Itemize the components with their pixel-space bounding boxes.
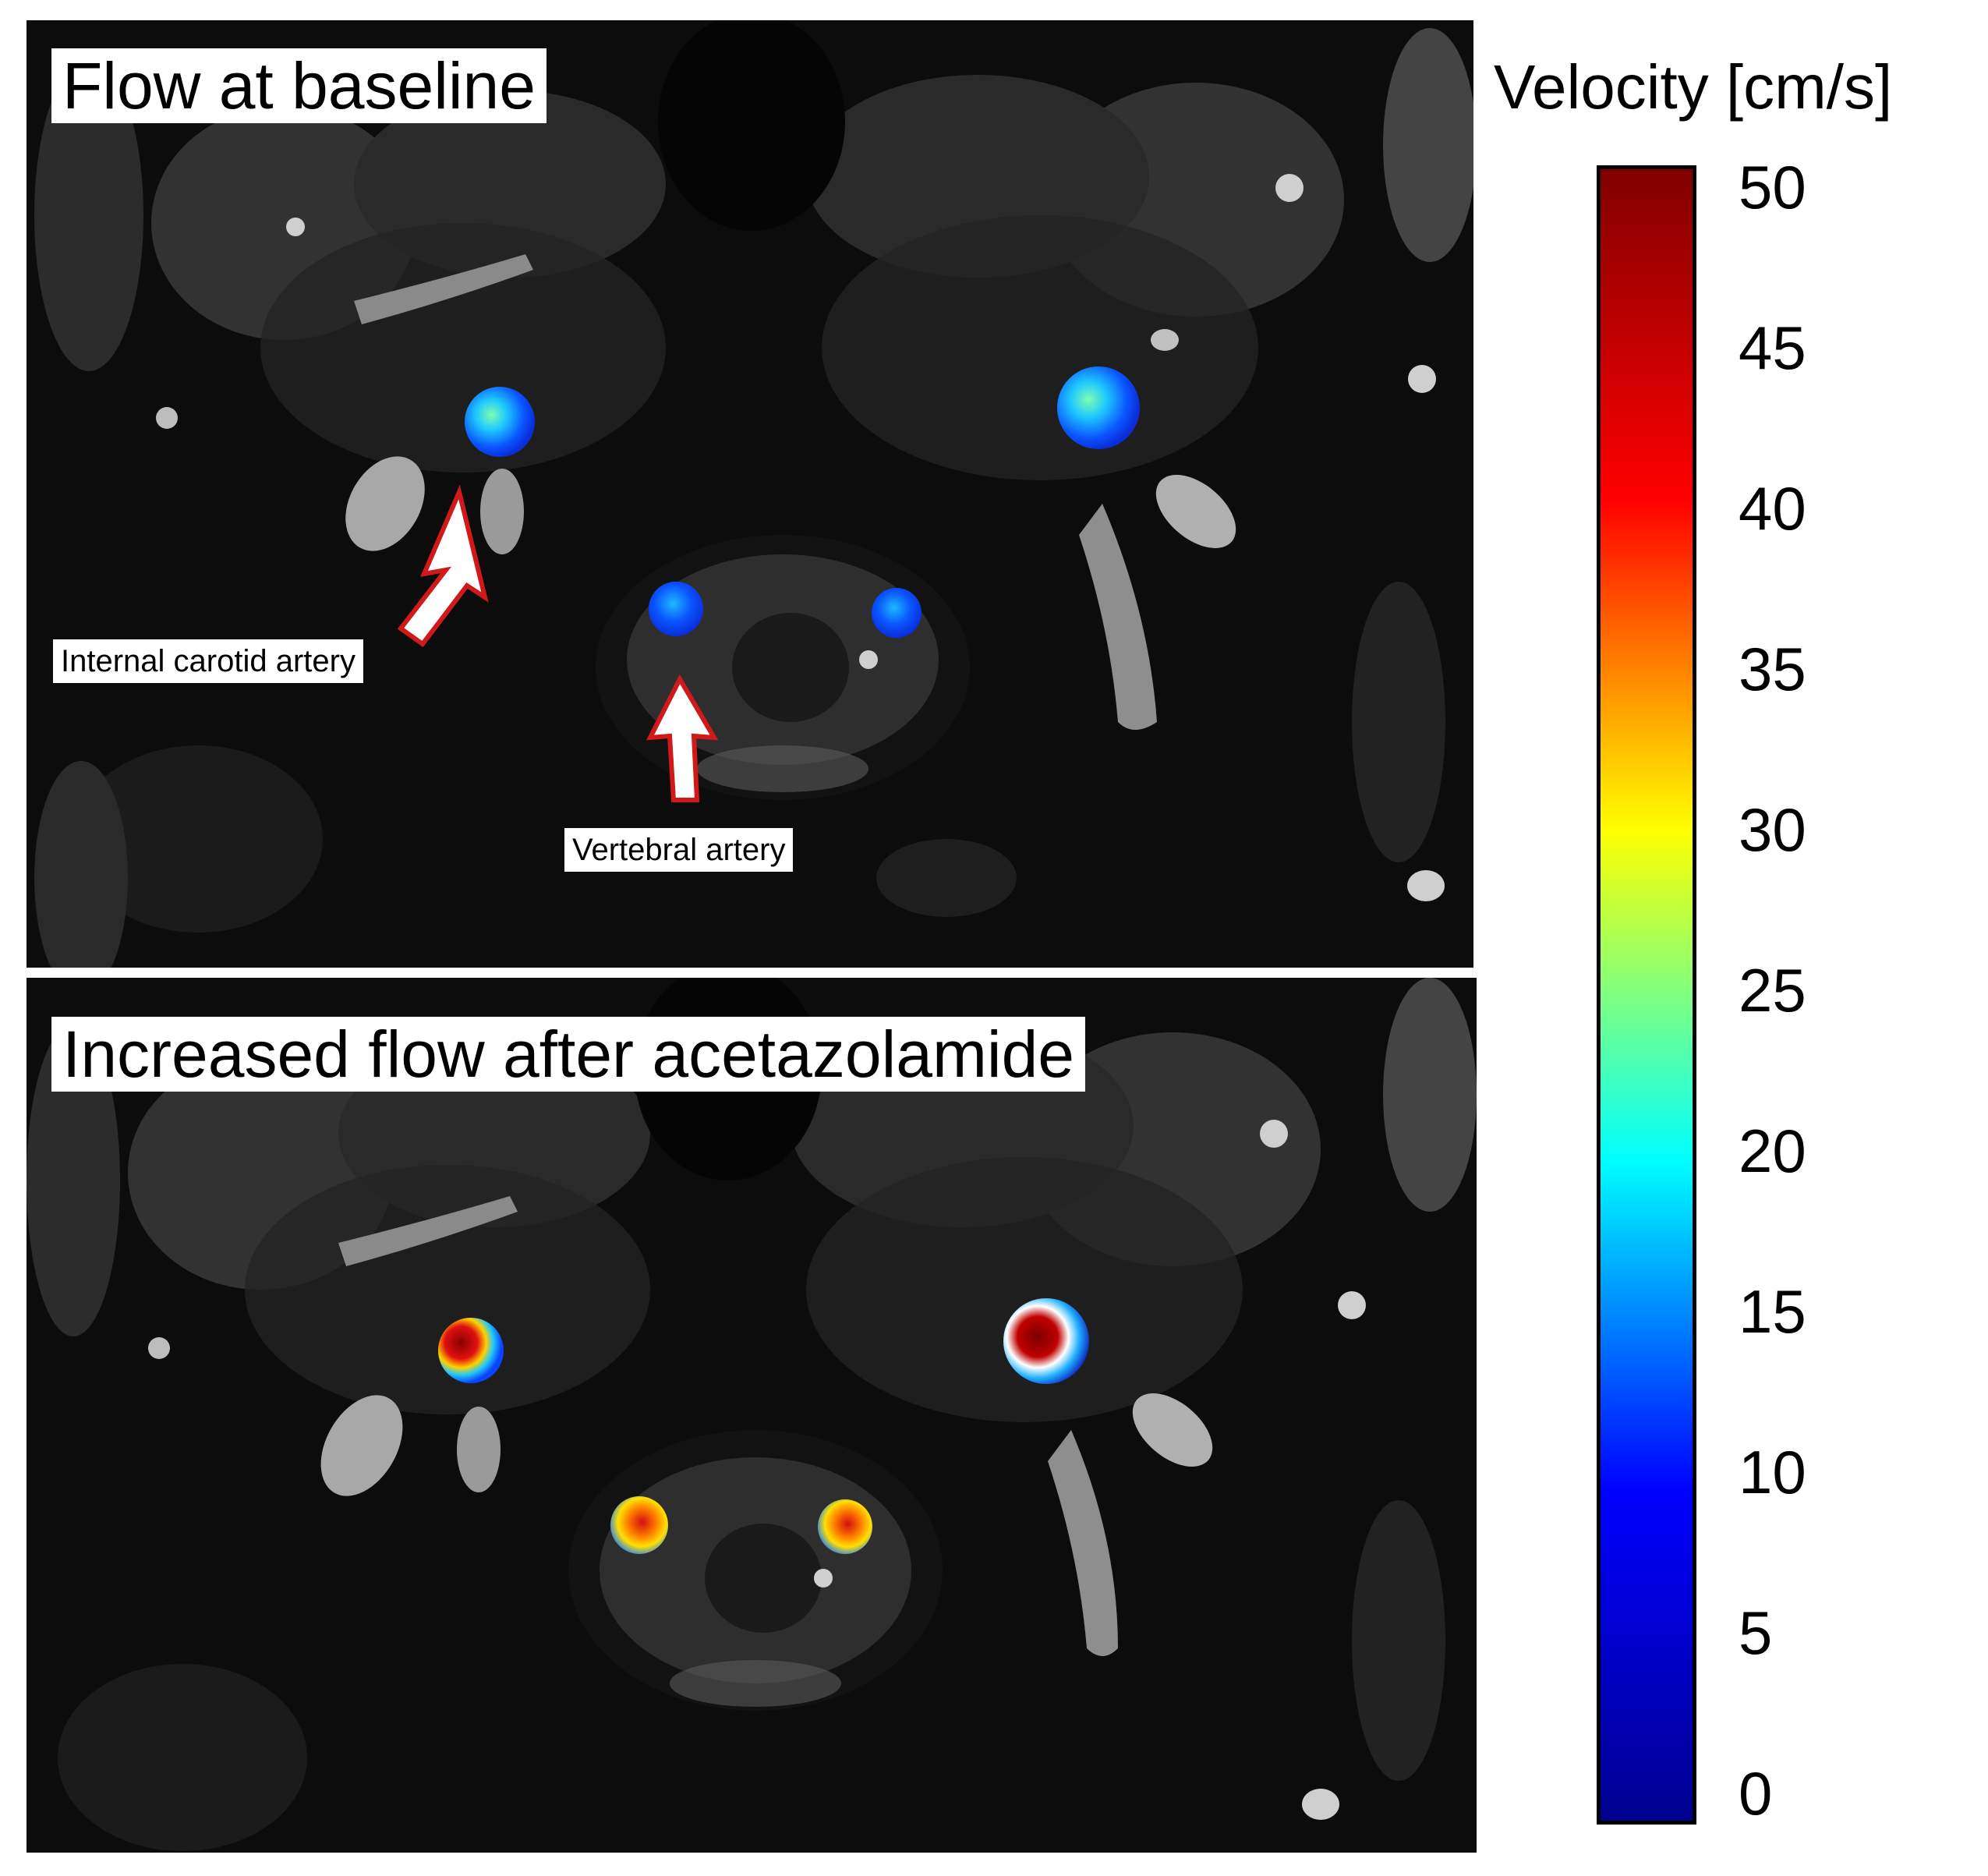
mri-tissue [27, 978, 1477, 1851]
flow-right-ica [1057, 366, 1140, 449]
panel-title-acetazolamide: Increased flow after acetazolamide [51, 1017, 1086, 1092]
colorbar-tick-25: 25 [1739, 956, 1806, 1025]
colorbar-tick-labels: 50 45 40 35 30 25 20 15 10 5 0 [1739, 0, 1894, 1876]
colorbar-tick-15: 15 [1739, 1277, 1806, 1346]
flow-overlay-baseline [465, 366, 1140, 638]
colorbar-tick-45: 45 [1739, 313, 1806, 382]
panel-title-baseline: Flow at baseline [51, 48, 547, 123]
colorbar-tick-40: 40 [1739, 474, 1806, 543]
label-vertebral-artery: Vertebral artery [564, 828, 794, 872]
mri-tissue [34, 20, 1473, 968]
flow-overlay-acetazolamide [438, 1298, 1089, 1554]
colorbar-tick-30: 30 [1739, 795, 1806, 864]
colorbar-title: Velocity [cm/s] [1494, 52, 1893, 122]
flow-left-ica [465, 387, 535, 457]
colorbar-tick-50: 50 [1739, 153, 1806, 221]
colorbar-gradient [1597, 165, 1696, 1825]
colorbar-tick-20: 20 [1739, 1117, 1806, 1185]
label-internal-carotid-artery: Internal carotid artery [53, 639, 363, 683]
flow-left-ica [438, 1318, 504, 1383]
mri-panel-baseline: Flow at baseline Internal carotid artery… [27, 20, 1473, 968]
colorbar-tick-35: 35 [1739, 635, 1806, 703]
mri-image-acetazolamide [27, 978, 1477, 1851]
flow-right-ica [1003, 1298, 1089, 1384]
arrow-icon-ica [397, 484, 489, 648]
mri-image-baseline [34, 20, 1473, 968]
flow-right-va [818, 1499, 872, 1554]
flow-left-va [610, 1496, 668, 1554]
flow-left-va [649, 582, 703, 636]
colorbar-tick-10: 10 [1739, 1438, 1806, 1506]
colorbar-tick-5: 5 [1739, 1598, 1773, 1667]
arrow-icon-va [646, 674, 719, 802]
mri-panel-acetazolamide: Increased flow after acetazolamide [27, 978, 1477, 1853]
flow-right-va [872, 588, 921, 638]
colorbar-tick-0: 0 [1739, 1759, 1773, 1828]
